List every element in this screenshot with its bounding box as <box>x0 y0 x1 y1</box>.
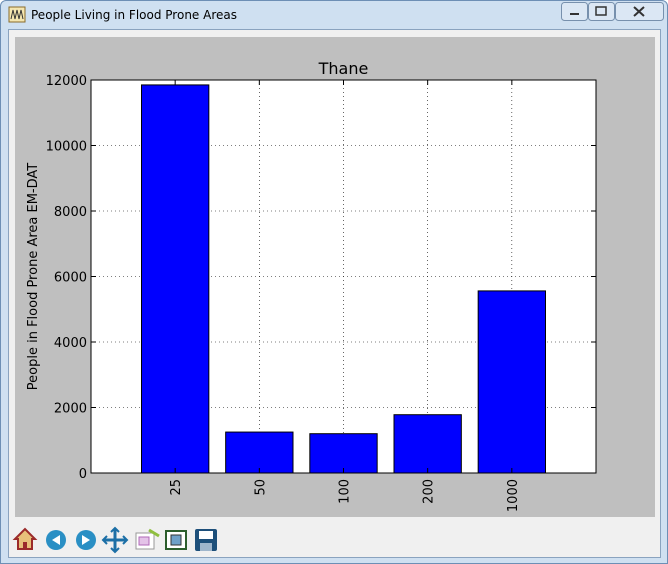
y-tick-label: 8000 <box>54 205 87 220</box>
x-tick-label: 25 <box>169 479 184 496</box>
y-tick-label: 2000 <box>54 402 87 417</box>
toolbar <box>12 526 217 554</box>
y-tick-label: 4000 <box>54 336 87 351</box>
title-bar: People Living in Flood Prone Areas <box>1 1 667 29</box>
app-icon <box>8 6 26 23</box>
zoom-button[interactable] <box>165 530 187 550</box>
bar <box>225 431 294 474</box>
chart-title: Thane <box>318 59 369 78</box>
y-tick-label: 10000 <box>46 140 87 155</box>
x-tick-label: 200 <box>422 479 437 504</box>
bar <box>393 414 462 474</box>
y-tick-label: 12000 <box>46 74 87 89</box>
y-axis-label: People in Flood Prone Area EM-DAT <box>26 163 41 391</box>
minimize-button[interactable] <box>561 2 588 21</box>
figure-window: 0 2000 4000 6000 8000 10000 12000 25 50 100 200 100… <box>8 29 661 558</box>
home-button[interactable] <box>12 527 38 550</box>
bar <box>477 290 546 474</box>
maximize-button[interactable] <box>588 2 615 21</box>
bar <box>141 84 210 474</box>
save-button[interactable] <box>195 529 217 551</box>
chart: 0 2000 4000 6000 8000 10000 12000 25 50 100 200 100… <box>12 37 655 554</box>
x-tick-label: 50 <box>253 479 268 496</box>
y-tick-label: 6000 <box>54 271 87 286</box>
y-tick-label: 0 <box>79 467 87 482</box>
back-button[interactable] <box>46 530 66 550</box>
subplots-button[interactable] <box>135 528 160 550</box>
forward-button[interactable] <box>76 530 96 550</box>
bar <box>309 433 378 474</box>
x-tick-label: 1000 <box>506 479 521 512</box>
x-tick-label: 100 <box>338 479 353 504</box>
x-axis-label: Return Period <box>300 516 388 531</box>
plot-frame <box>90 79 597 474</box>
pan-button[interactable] <box>101 526 129 554</box>
window-controls <box>561 2 664 21</box>
window-title: People Living in Flood Prone Areas <box>31 8 237 22</box>
